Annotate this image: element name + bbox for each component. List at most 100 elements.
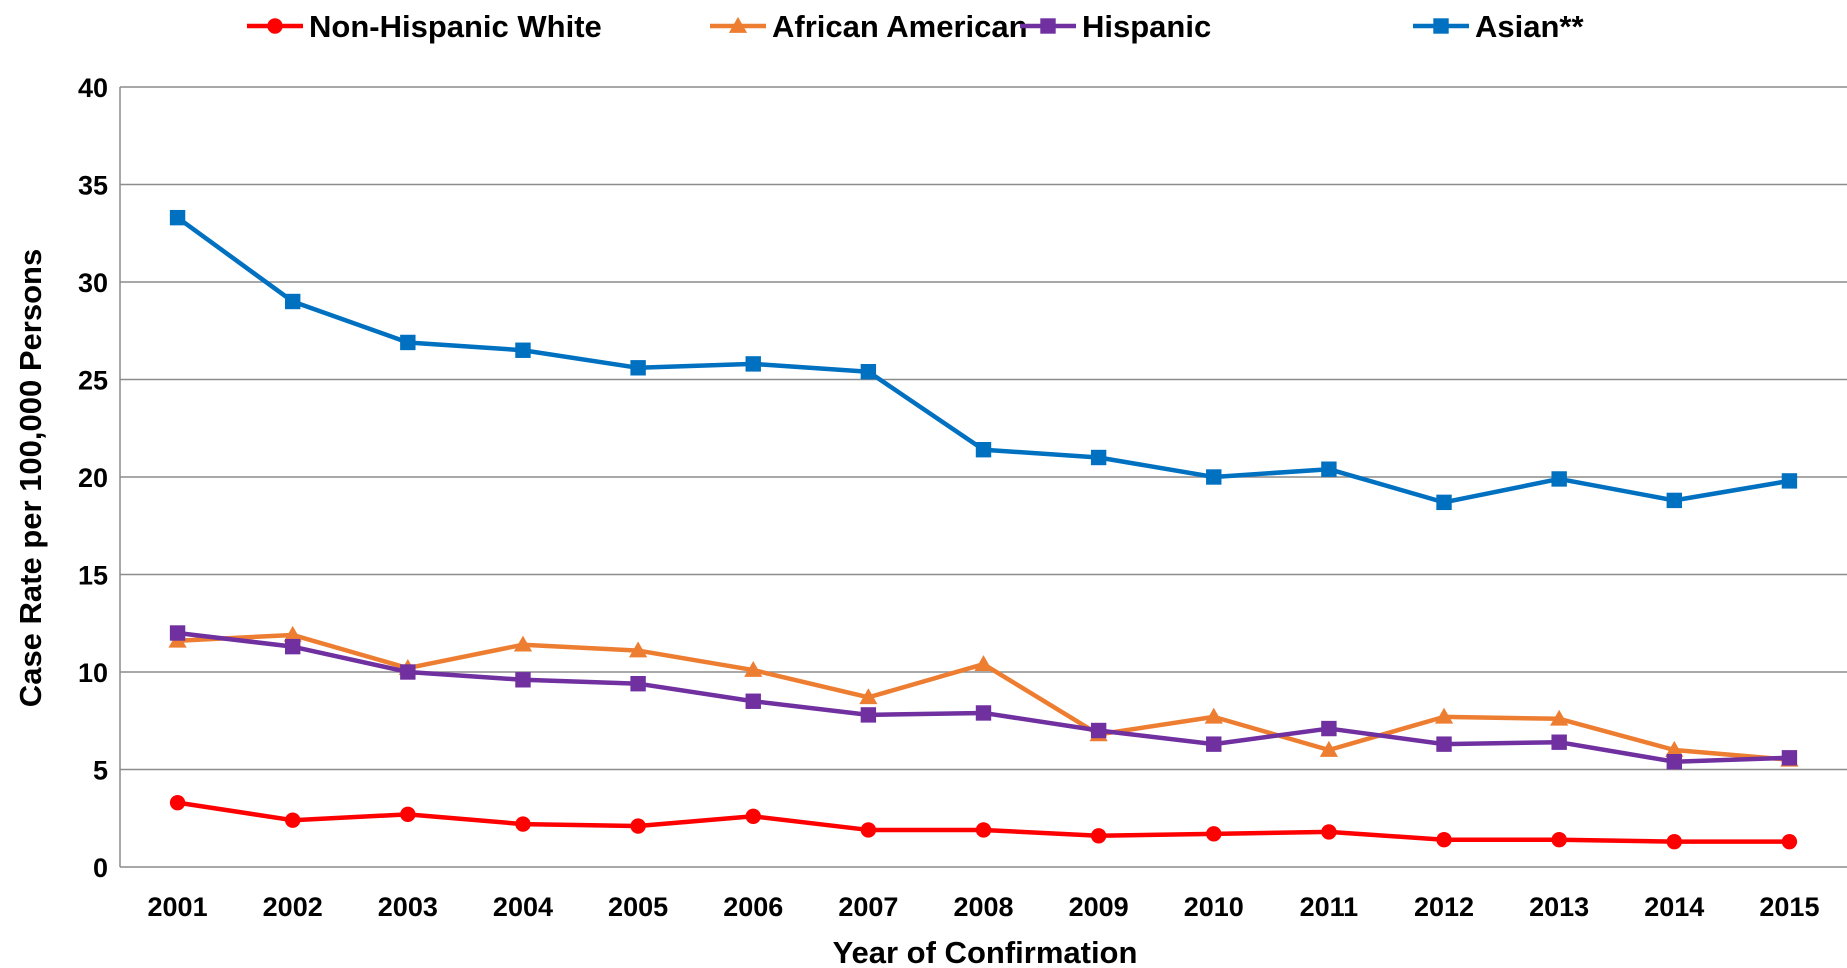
data-point [513,635,533,652]
x-tick-label: 2005 [608,892,668,922]
data-point [1436,494,1452,511]
y-tick-label: 10 [78,658,108,688]
legend: Non-Hispanic White African American Hispan… [247,9,1584,44]
data-point [1436,832,1452,848]
legend-item: Hispanic [1020,9,1211,44]
data-point [860,364,877,380]
data-point [1551,734,1567,750]
data-point [285,293,301,310]
data-point [515,816,531,832]
data-point [745,693,761,709]
legend-item: African American [710,9,1028,44]
data-point [745,356,761,372]
data-point [630,676,646,692]
y-tick-label: 40 [78,73,108,103]
x-tick-label: 2006 [723,892,783,922]
x-tick-label: 2012 [1414,892,1474,922]
data-point [630,360,646,376]
series-african-american [168,625,1799,767]
data-point [267,18,283,34]
data-point [1551,832,1567,848]
data-point [1666,833,1683,850]
data-point [1665,740,1684,757]
data-point [859,688,878,705]
y-tick-label: 15 [78,561,108,591]
axes: 0 5 10 15 20 25 30 35 40 2001 2002 2003 2004 2005 2006… [78,73,1847,922]
data-point [169,209,186,226]
data-point [169,794,186,811]
data-point [1781,750,1798,766]
data-point [1781,833,1798,850]
data-point [1434,707,1454,724]
series-group [168,209,1799,850]
series-asian [169,209,1798,511]
legend-label: Non-Hispanic White [309,9,602,44]
data-point [975,705,992,721]
data-point [975,822,992,838]
x-axis-title: Year of Confirmation [833,935,1138,968]
x-tick-label: 2003 [378,892,438,922]
data-point [1551,471,1567,487]
data-point [1321,461,1337,477]
legend-item: Asian** [1413,9,1584,44]
data-point [285,812,301,828]
data-point [974,655,993,672]
data-point [1206,826,1222,842]
data-point [1321,720,1337,737]
data-point [1040,18,1056,34]
y-tick-label: 35 [78,171,108,201]
data-point [1666,492,1682,509]
data-point [629,641,648,658]
data-point [1090,828,1107,844]
y-tick-label: 0 [93,853,108,883]
data-point [515,672,531,688]
x-tick-label: 2001 [148,892,208,922]
x-tick-label: 2015 [1759,892,1819,922]
data-point [285,638,301,655]
x-tick-label: 2011 [1300,892,1359,922]
data-point [745,808,761,824]
data-point [1206,469,1222,485]
x-tick-label: 2004 [493,892,553,922]
data-point [1319,740,1338,757]
data-point [1204,707,1223,724]
data-point [400,806,416,823]
data-point [728,16,748,33]
data-point [515,342,531,358]
y-tick-label: 20 [78,463,108,493]
data-point [630,818,646,834]
data-point [1206,736,1222,752]
data-point [860,707,877,723]
legend-label: Hispanic [1082,9,1211,44]
series-line [177,630,1790,764]
x-tick-label: 2008 [953,892,1013,922]
data-point [400,664,416,680]
data-point [1666,754,1682,770]
x-tick-label: 2007 [838,892,898,922]
data-point [400,334,416,351]
series-line [176,215,1790,505]
data-point [1321,824,1337,840]
data-point [975,442,992,458]
data-point [1090,449,1107,466]
y-tick-label: 25 [78,366,108,396]
data-point [1550,709,1569,726]
data-point [860,822,877,838]
data-point [1433,18,1449,34]
series-non-hispanic-white [169,794,1798,850]
x-tick-label: 2010 [1184,892,1244,922]
y-tick-label: 30 [78,268,108,298]
legend-item: Non-Hispanic White [247,9,602,44]
legend-label: Asian** [1475,9,1584,44]
y-tick-label: 5 [93,756,108,786]
legend-label: African American [772,9,1028,44]
x-tick-label: 2014 [1644,892,1704,922]
x-tick-label: 2013 [1529,892,1589,922]
data-point [169,625,186,641]
data-point [1436,736,1452,752]
y-axis-title: Case Rate per 100,000 Persons [13,249,48,707]
data-point [744,660,763,677]
data-point [283,625,302,642]
